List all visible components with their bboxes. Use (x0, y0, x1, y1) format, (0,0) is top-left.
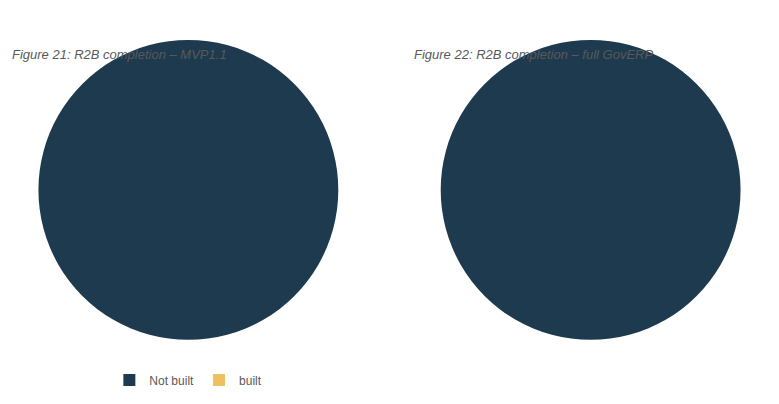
svg-text:Figure 21: R2B completion – MV: Figure 21: R2B completion – MVP1.1 (12, 47, 227, 62)
svg-text:Figure 22: R2B completion – fu: Figure 22: R2B completion – full GovERP (414, 47, 653, 62)
svg-text:built: built (239, 374, 262, 388)
svg-text:Not built: Not built (149, 374, 194, 388)
